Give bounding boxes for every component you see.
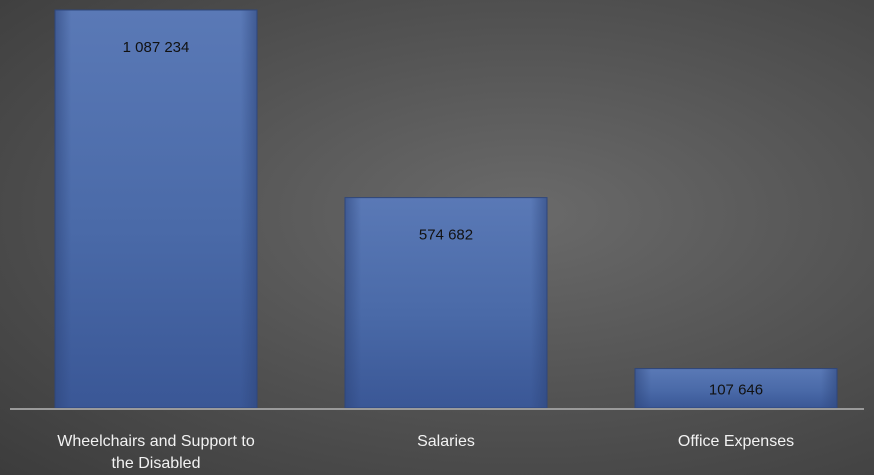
bar-value-label: 1 087 234 bbox=[123, 39, 190, 56]
bar-1: 1 087 234 bbox=[54, 9, 258, 409]
category-label-2: Salaries bbox=[417, 433, 475, 450]
bar-2: 574 682 bbox=[344, 197, 548, 409]
bar-value-label: 107 646 bbox=[709, 381, 763, 398]
bar-shading bbox=[55, 10, 257, 408]
category-label-3: Office Expenses bbox=[678, 433, 794, 450]
bar-shading bbox=[635, 368, 837, 408]
category-label-1: Wheelchairs and Support to the Disabled bbox=[57, 433, 255, 472]
bar-3: 107 646 bbox=[634, 368, 838, 409]
labels-layer: Wheelchairs and Support to the Disabled Sa… bbox=[57, 433, 794, 472]
bar-value-label: 574 682 bbox=[419, 227, 473, 244]
bar-shading bbox=[345, 197, 547, 408]
bars-layer: 1 087 234 574 682 107 646 bbox=[54, 9, 838, 409]
